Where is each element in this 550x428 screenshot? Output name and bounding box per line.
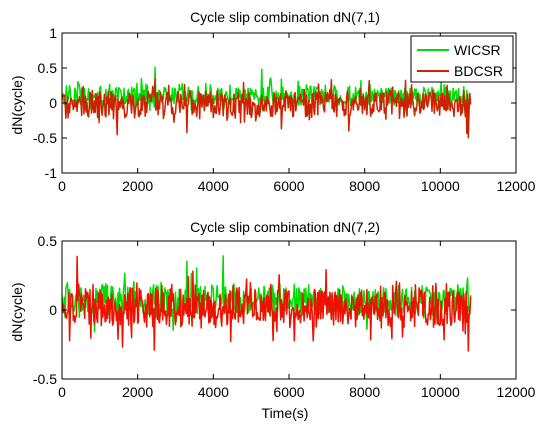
x-tick-label: 2000 xyxy=(122,384,153,400)
legend-box xyxy=(410,35,514,83)
x-tick-label: 8000 xyxy=(349,384,380,400)
legend-label-wicsr: WICSR xyxy=(454,42,501,58)
chart-title-1: Cycle slip combination dN(7,1) xyxy=(190,9,380,25)
x-tick-label: 10000 xyxy=(421,384,460,400)
x-tick-label: 4000 xyxy=(198,384,229,400)
series-line-bdcsr xyxy=(62,255,472,352)
y-axis-label-1: dN(cycle) xyxy=(9,75,25,134)
series-group-1 xyxy=(62,66,472,139)
legend: WICSR BDCSR xyxy=(410,35,514,83)
x-tick-label: 6000 xyxy=(273,384,304,400)
x-tick-label: 8000 xyxy=(349,178,380,194)
legend-label-bdcsr: BDCSR xyxy=(454,63,503,79)
y-tick-label: 0 xyxy=(49,302,57,318)
x-tick-label: 10000 xyxy=(421,178,460,194)
subplot-2: Cycle slip combination dN(7,2) dN(cycle)… xyxy=(9,219,536,421)
y-tick-label: 0.5 xyxy=(38,233,58,249)
x-axis-label-2: Time(s) xyxy=(262,405,309,421)
chart-title-2: Cycle slip combination dN(7,2) xyxy=(190,219,380,235)
y-tick-label: 0.5 xyxy=(38,60,58,76)
subplot-1: Cycle slip combination dN(7,1) dN(cycle)… xyxy=(9,9,536,194)
y-tick-label: -0.5 xyxy=(33,130,57,146)
x-tick-label: 12000 xyxy=(497,384,536,400)
y-tick-label: -0.5 xyxy=(33,371,57,387)
ticks-2: 0 2000 4000 6000 8000 10000 12000-0.500.5 xyxy=(33,233,536,400)
x-tick-label: 0 xyxy=(58,178,66,194)
y-tick-label: 1 xyxy=(49,25,57,41)
ticks-1: 0 2000 4000 6000 8000 10000 12000 -1 -0.5 0 0.5 1 xyxy=(33,25,536,194)
x-tick-label: 0 xyxy=(58,384,66,400)
x-tick-label: 12000 xyxy=(497,178,536,194)
series-line-bdcsr xyxy=(62,78,472,139)
y-tick-label: 0 xyxy=(49,95,57,111)
y-tick-label: -1 xyxy=(45,165,58,181)
y-axis-label-2: dN(cycle) xyxy=(9,282,25,341)
series-group-2 xyxy=(62,255,472,352)
x-tick-label: 6000 xyxy=(273,178,304,194)
x-tick-label: 2000 xyxy=(122,178,153,194)
x-tick-label: 4000 xyxy=(198,178,229,194)
